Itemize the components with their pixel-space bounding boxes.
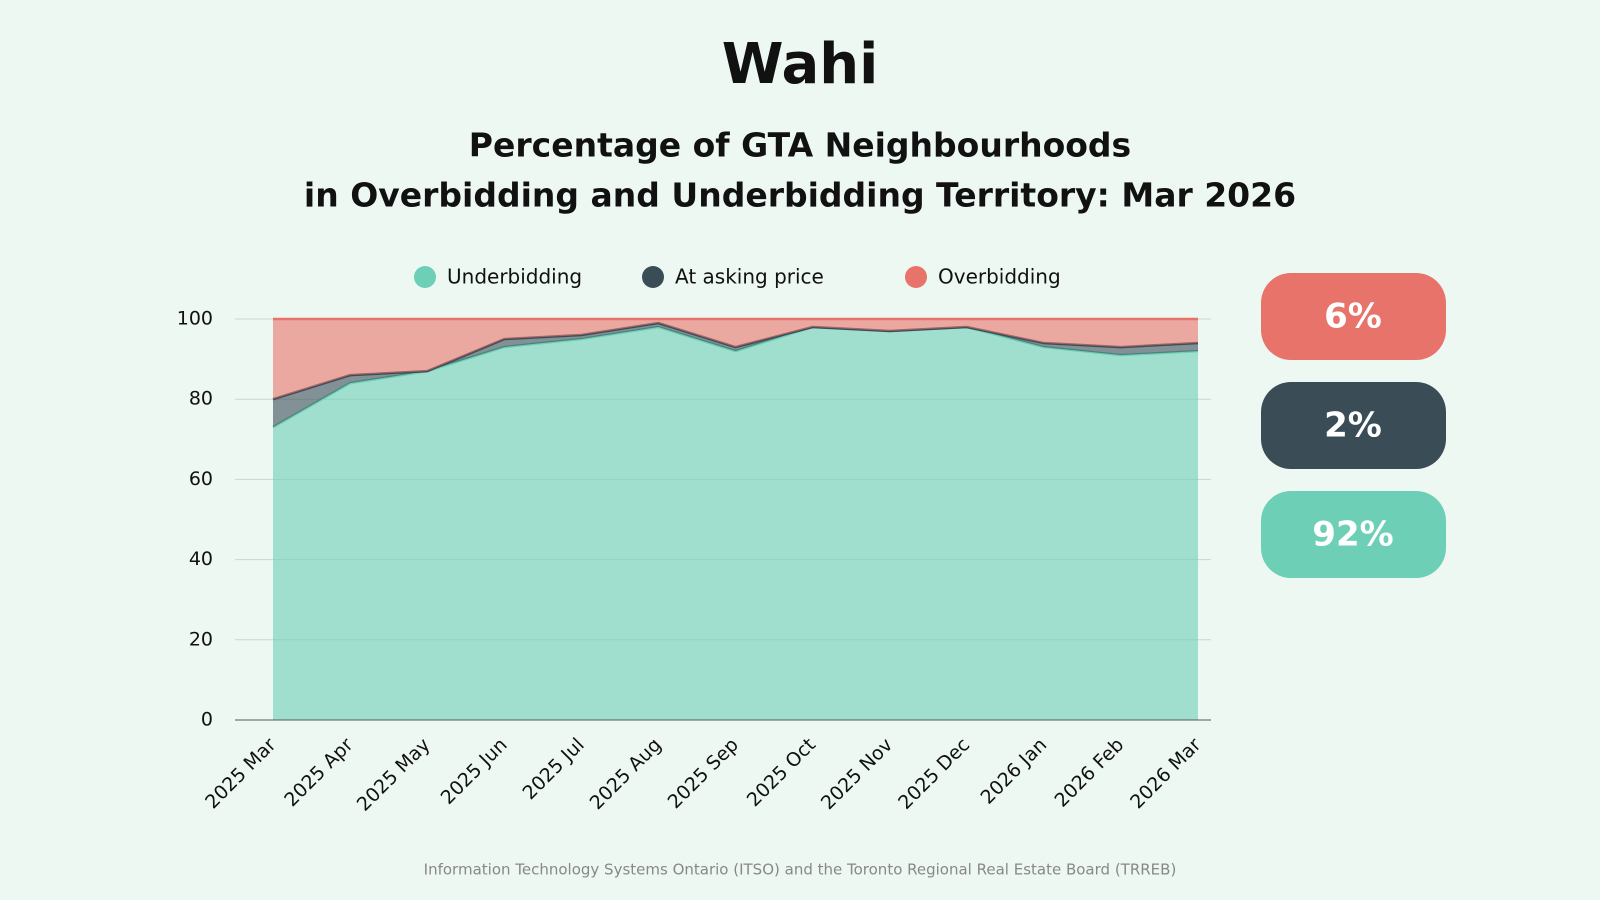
callout-badge: [1261, 273, 1446, 360]
callout-badge: [1261, 382, 1446, 469]
y-tick-label: 0: [201, 709, 213, 731]
chart-title: in Overbidding and Underbidding Territor…: [304, 176, 1296, 215]
source-note: Information Technology Systems Ontario (…: [424, 861, 1177, 879]
y-tick-label: 60: [189, 468, 213, 490]
y-tick-label: 40: [189, 548, 213, 570]
callout-badge: [1261, 491, 1446, 578]
legend-label: Underbidding: [447, 265, 582, 289]
area: [273, 327, 1198, 720]
legend-marker: [905, 266, 927, 288]
y-tick-label: 100: [177, 308, 213, 330]
callout-label: 6%: [1324, 297, 1382, 337]
legend-marker: [642, 266, 664, 288]
area: [273, 319, 1198, 400]
y-tick-label: 20: [189, 628, 213, 650]
legend-label: At asking price: [675, 265, 824, 289]
legend-label: Overbidding: [938, 265, 1061, 289]
logo: Wahi: [722, 32, 879, 97]
chart-title: Percentage of GTA Neighbourhoods: [469, 126, 1131, 165]
callout-label: 92%: [1312, 515, 1393, 555]
y-tick-label: 80: [189, 388, 213, 410]
callout-label: 2%: [1324, 406, 1382, 446]
legend-marker: [414, 266, 436, 288]
